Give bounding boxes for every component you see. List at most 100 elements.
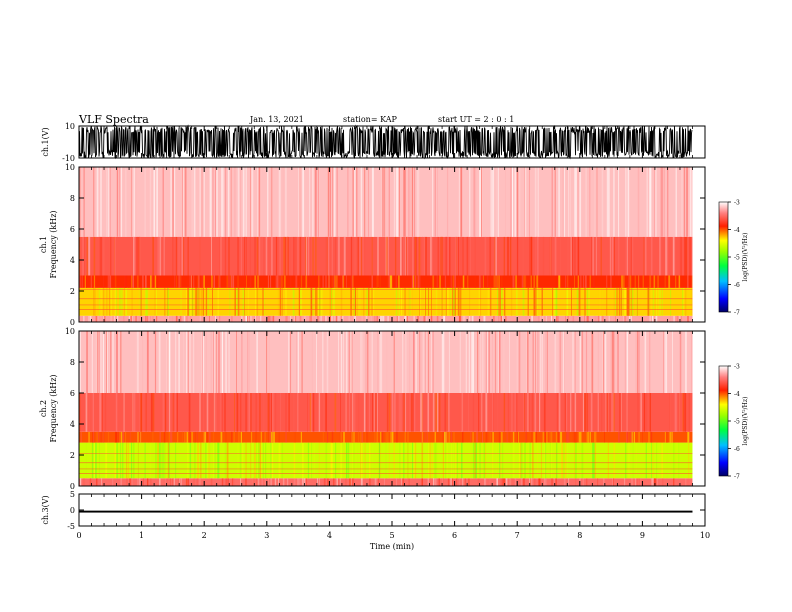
- ch2-spectrogram-streak: [442, 431, 444, 443]
- ch2-spectrogram-streak: [436, 442, 438, 479]
- ch2-spectrogram-streak: [208, 442, 210, 479]
- ch2-spectrogram-streak: [482, 331, 484, 393]
- ch1-spectrogram-streak: [430, 315, 433, 322]
- ch1-spectrogram-streak: [463, 315, 465, 322]
- ch1-spectrogram-streak: [597, 315, 599, 322]
- ch2-spectrogram-streak: [232, 478, 235, 486]
- ch2-spectrogram-streak: [403, 442, 405, 479]
- ch2-spectrogram-streak: [288, 393, 290, 432]
- ch2-spectrogram-streak: [363, 393, 366, 432]
- ch1-spectrogram-streak: [299, 236, 301, 276]
- ch2-spectrogram-streak: [158, 331, 160, 393]
- ch2-spectrogram-tick-label: 6: [70, 389, 75, 398]
- ch2-spectrogram-streak: [305, 442, 307, 479]
- ch1-spectrogram-streak: [310, 287, 313, 316]
- ch1-spectrogram-streak: [334, 167, 336, 237]
- ch2-spectrogram-streak: [142, 478, 144, 486]
- ch1-spectrogram-streak: [661, 167, 663, 237]
- ch1-spectrogram-streak: [608, 315, 610, 322]
- ch2-spectrogram-streak: [150, 393, 153, 432]
- ch1-spectrogram-streak: [320, 315, 322, 322]
- ch1-spectrogram-streak: [240, 236, 242, 276]
- ch1-spectrogram-streak: [363, 287, 365, 316]
- ch2-spectrogram-streak: [527, 393, 529, 432]
- ch2-spectrogram-streak: [492, 393, 494, 432]
- ch1-spectrogram-streak: [424, 287, 426, 316]
- ch1-spectrogram-streak: [150, 315, 152, 322]
- ch2-spectrogram-streak: [537, 331, 539, 393]
- ch2-spectrogram-streak: [348, 442, 350, 479]
- ch1-spectrogram-streak: [371, 236, 373, 276]
- ch1-spectrogram-streak: [173, 167, 176, 237]
- ch1-spectrogram-streak: [411, 275, 414, 288]
- ch2-spectrogram-streak: [408, 478, 410, 486]
- ch2-spectrogram-streak: [448, 331, 450, 393]
- ch2-spectrogram-streak: [209, 331, 212, 393]
- ch2-spectrogram-streak: [688, 393, 689, 432]
- ch2-spectrogram-streak: [272, 393, 274, 432]
- ch2-spectrogram-streak: [613, 331, 615, 393]
- ch2-spectrogram-streak: [374, 431, 376, 443]
- ch2-spectrogram-streak: [123, 393, 125, 432]
- ch2-spectrogram-streak: [270, 478, 272, 486]
- ch1-spectrogram-streak: [247, 287, 249, 316]
- ch2-spectrogram-streak: [325, 393, 327, 432]
- ch2-spectrogram-streak: [535, 331, 536, 393]
- ch2-spectrogram-streak: [564, 393, 566, 432]
- ch1-spectrogram-streak: [498, 275, 500, 288]
- ch2-spectrogram-streak: [655, 478, 657, 486]
- ch2-spectrogram-streak: [452, 442, 455, 479]
- ch2-spectrogram-streak: [659, 442, 661, 479]
- ch1-waveform-tick-label: -10: [62, 154, 75, 163]
- ch1-spectrogram-streak: [404, 287, 406, 316]
- ch2-spectrogram-streak: [215, 393, 217, 432]
- ch2-spectrogram-streak: [441, 478, 443, 486]
- ch2-spectrogram-colorbar-tick: -7: [734, 474, 740, 481]
- ch2-spectrogram-streak: [137, 478, 139, 486]
- ch2-spectrogram-streak: [213, 393, 216, 432]
- ch1-spectrogram-streak: [593, 315, 596, 322]
- ch2-spectrogram-streak: [510, 442, 512, 479]
- ch2-spectrogram-streak: [434, 431, 436, 443]
- ch1-spectrogram-streak: [655, 275, 657, 288]
- ch1-spectrogram-streak: [570, 236, 572, 276]
- ch2-spectrogram-streak: [218, 331, 220, 393]
- ch1-spectrogram-streak: [191, 287, 194, 316]
- ch2-spectrogram-streak: [646, 393, 648, 432]
- ch2-spectrogram-streak: [140, 431, 142, 443]
- ch2-spectrogram-streak: [487, 331, 489, 393]
- ch2-spectrogram-streak: [183, 331, 185, 393]
- ch2-spectrogram-streak: [296, 331, 299, 393]
- ch2-spectrogram-streak: [442, 478, 444, 486]
- ch2-spectrogram-streak: [326, 331, 329, 393]
- ch2-spectrogram-streak: [222, 478, 225, 486]
- ch1-spectrogram-streak: [536, 275, 538, 288]
- ch2-spectrogram-streak: [189, 431, 191, 443]
- ch2-spectrogram-streak: [361, 442, 363, 479]
- ch2-spectrogram-streak: [255, 393, 257, 432]
- ch2-spectrogram-streak: [617, 331, 619, 393]
- ch2-spectrogram-streak: [311, 331, 313, 393]
- ch1-spectrogram-streak: [646, 167, 648, 237]
- ch1-spectrogram-streak: [319, 287, 321, 316]
- ch2-spectrogram-streak: [93, 431, 94, 443]
- ch1-spectrogram-streak: [305, 275, 308, 288]
- ch1-spectrogram-streak: [625, 167, 627, 237]
- ch1-spectrogram-streak: [211, 275, 213, 288]
- ch1-spectrogram-streak: [354, 236, 356, 276]
- ch2-spectrogram-streak: [535, 431, 537, 443]
- ch1-spectrogram-streak: [215, 167, 217, 237]
- ch2-spectrogram-streak: [366, 431, 368, 443]
- ch2-spectrogram-streak: [654, 478, 656, 486]
- ch2-spectrogram-streak: [297, 393, 299, 432]
- ch1-spectrogram-streak: [423, 315, 425, 322]
- ch1-spectrogram-streak: [205, 287, 208, 316]
- ch2-spectrogram-streak: [532, 442, 534, 479]
- ch2-spectrogram-streak: [213, 442, 215, 479]
- x-tick-label: 5: [389, 531, 394, 540]
- ch1-spectrogram-streak: [589, 167, 591, 237]
- ch2-spectrogram-streak: [293, 442, 296, 479]
- ch1-spectrogram-streak: [426, 315, 428, 322]
- ch2-spectrogram-streak: [254, 442, 256, 479]
- ch2-spectrogram-streak: [413, 393, 415, 432]
